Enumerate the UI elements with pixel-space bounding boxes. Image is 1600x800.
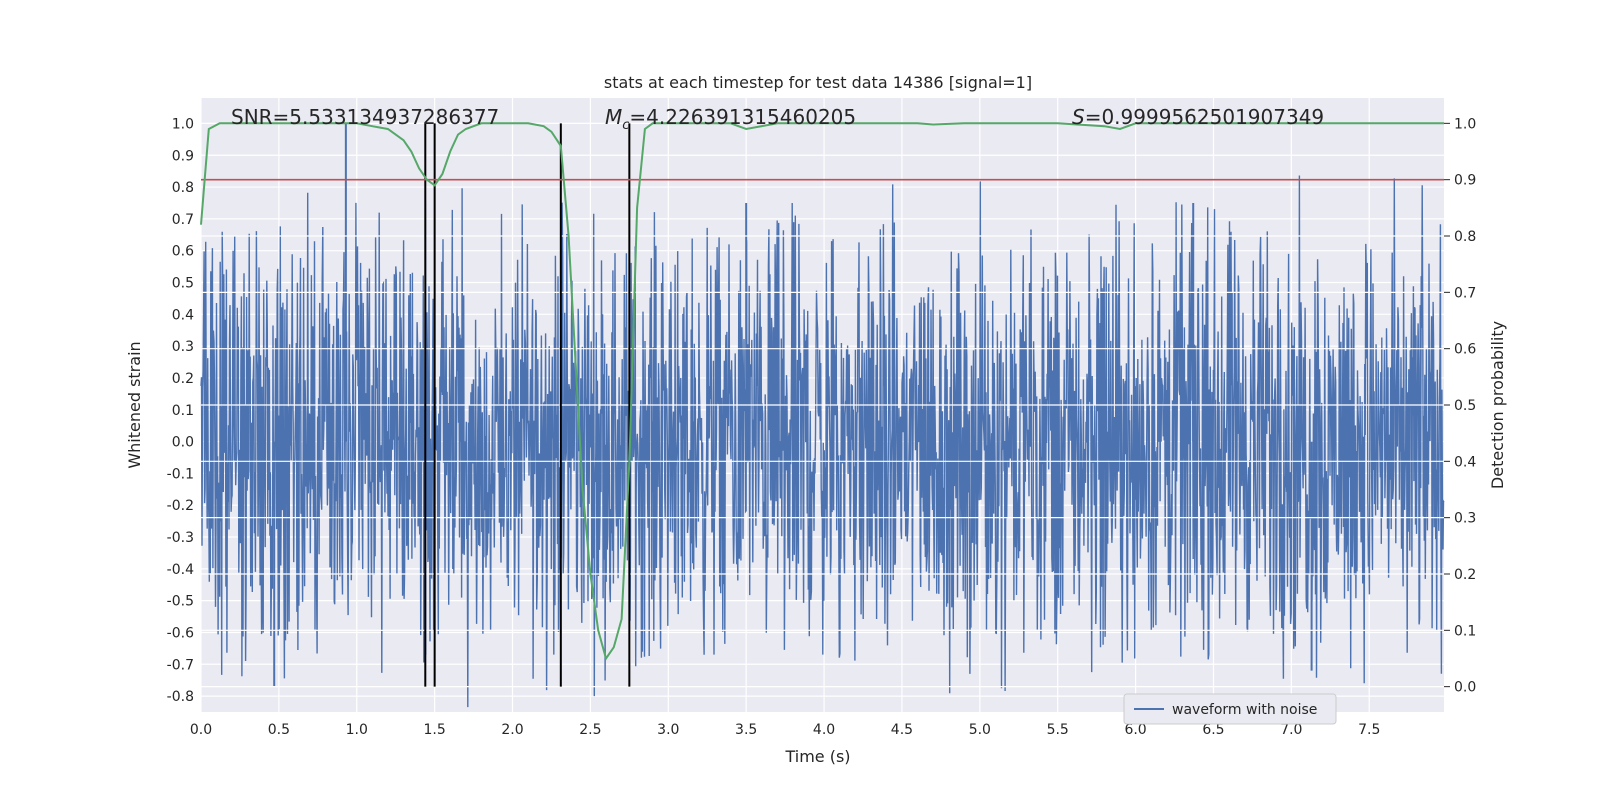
x-tick-label: 6.0 [1124,722,1146,738]
left-tick-label: -0.1 [167,466,194,482]
left-tick-label: 0.6 [172,244,194,260]
right-tick-label: 0.2 [1454,567,1476,583]
legend: waveform with noise [1123,693,1337,725]
left-tick-label: 0.2 [172,371,194,387]
x-tick-label: 1.0 [346,722,368,738]
left-tick-label: 1.0 [172,116,194,132]
left-axis-ticks: -0.8 -0.7 -0.6 -0.5 -0.4 -0.3 -0.2 -0.1 0.0 0.1 0.… [167,116,194,705]
left-tick-label: 0.5 [172,276,194,292]
x-tick-label: 1.5 [424,722,446,738]
legend-box [1123,693,1337,725]
right-axis-ticks: 0.0 0.1 0.2 0.3 0.4 0.5 0.6 0.7 0.8 0.9 1.0 [1444,116,1476,696]
right-tick-label: 0.5 [1454,398,1476,414]
right-tick-label: 0.4 [1454,454,1476,470]
x-tick-label: 0.0 [190,722,212,738]
left-tick-label: 0.8 [172,180,194,196]
left-tick-label: 0.1 [172,403,194,419]
left-tick-label: -0.4 [167,562,194,578]
x-tick-label: 3.0 [657,722,679,738]
left-tick-label: -0.6 [167,625,194,641]
left-tick-label: -0.5 [167,594,194,610]
x-axis-ticks: 0.0 0.5 1.0 1.5 2.0 2.5 3.0 3.5 4.0 4.5 5.0 5.5 6.0 6… [190,722,1380,738]
left-tick-label: -0.3 [167,530,194,546]
right-tick-label: 1.0 [1454,116,1476,132]
left-tick-label: 0.3 [172,339,194,355]
x-tick-label: 4.5 [891,722,913,738]
x-tick-label: 7.0 [1280,722,1302,738]
left-tick-label: 0.4 [172,307,194,323]
strain-line [200,175,1445,708]
right-tick-label: 0.3 [1454,511,1476,527]
right-tick-label: 0.0 [1454,680,1476,696]
right-tick-label: 0.7 [1454,285,1476,301]
x-axis-label: Time (s) [784,747,850,766]
strain-series [200,123,1445,708]
x-tick-label: 6.5 [1202,722,1224,738]
probability-series [200,122,1444,661]
vertical-markers [424,123,631,687]
right-axis-label: Detection probability [1488,321,1507,489]
score-annotation: S=0.9999562501907349 [1072,105,1324,129]
snr-annotation: SNR=5.533134937286377 [231,105,499,129]
right-tick-label: 0.8 [1454,229,1476,245]
probability-line [200,122,1444,661]
left-tick-label: 0.0 [172,435,194,451]
chirp-mass-annotation: Mc=4.226391315460205 [605,105,856,133]
chart-title: stats at each timestep for test data 143… [604,73,1032,92]
left-tick-label: -0.2 [167,498,194,514]
legend-label: waveform with noise [1172,702,1317,718]
x-tick-label: 5.0 [969,722,991,738]
x-tick-label: 4.0 [813,722,835,738]
right-tick-label: 0.1 [1454,623,1476,639]
x-tick-label: 3.5 [735,722,757,738]
right-tick-label: 0.9 [1454,173,1476,189]
x-tick-label: 5.5 [1047,722,1069,738]
left-tick-label: -0.7 [167,657,194,673]
right-tick-label: 0.6 [1454,342,1476,358]
x-tick-label: 2.0 [501,722,523,738]
left-tick-label: 0.7 [172,212,194,228]
left-axis-label: Whitened strain [125,341,144,468]
left-tick-label: 0.9 [172,148,194,164]
x-tick-label: 2.5 [579,722,601,738]
x-tick-label: 0.5 [268,722,290,738]
x-tick-label: 7.5 [1358,722,1380,738]
left-tick-label: -0.8 [167,689,194,705]
